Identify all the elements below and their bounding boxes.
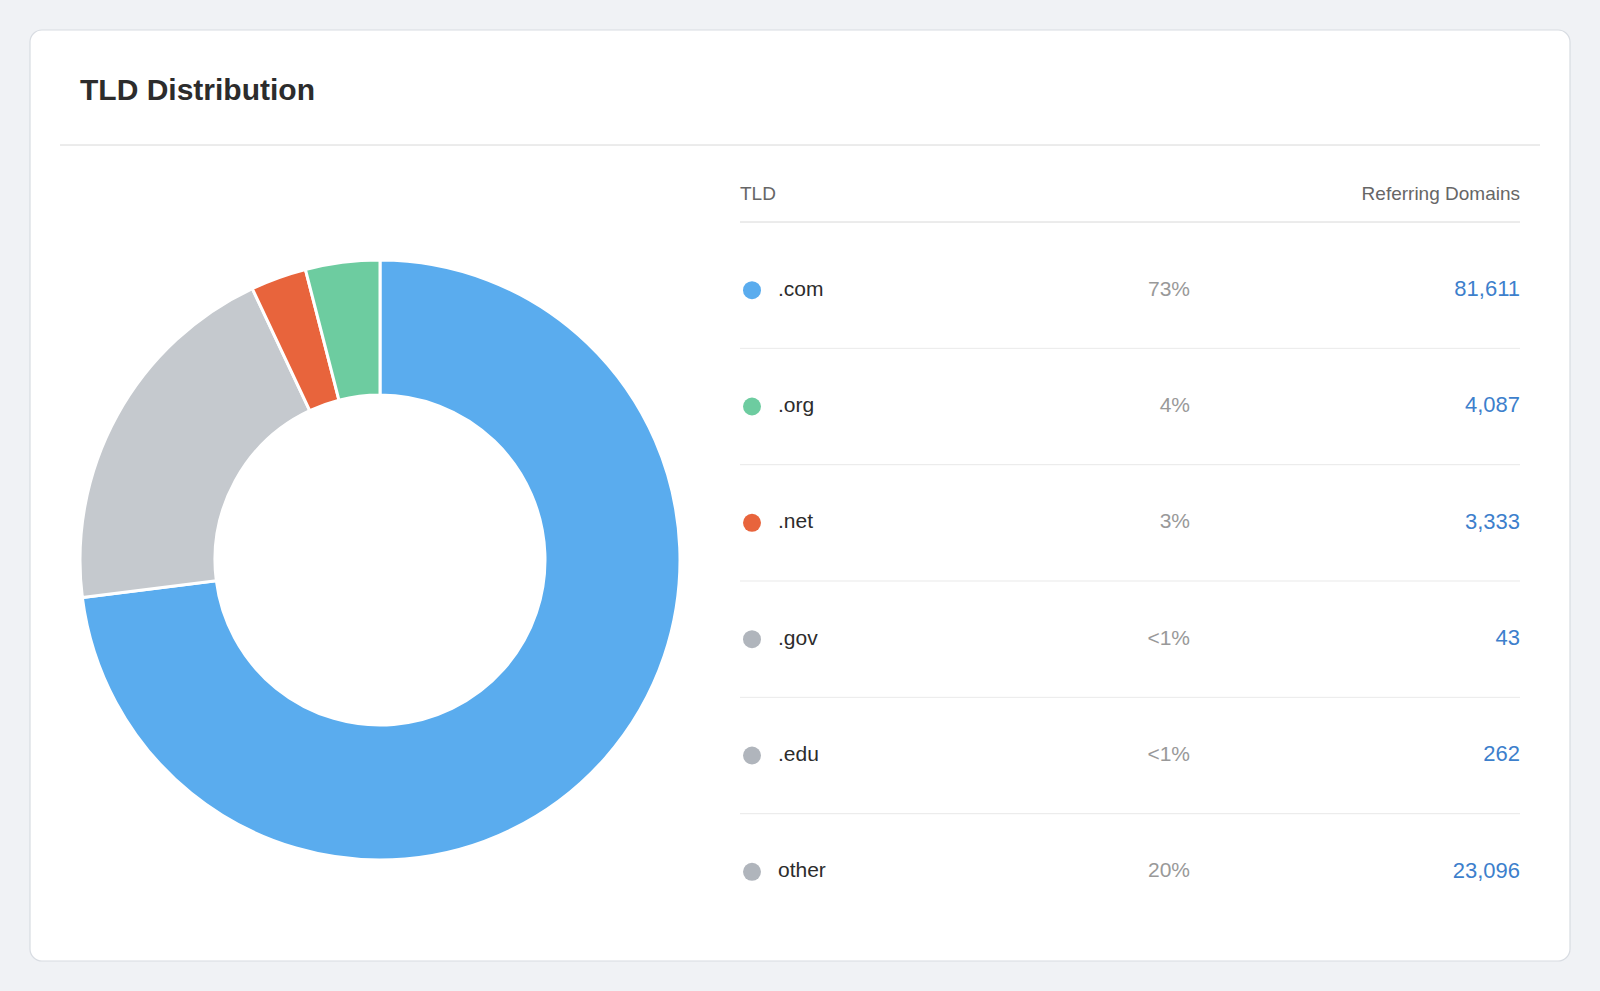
row-label: other — [778, 858, 826, 881]
row-dot — [743, 281, 761, 299]
column-header: TLD — [740, 183, 776, 204]
row-label: .com — [778, 277, 824, 300]
row-divider — [740, 813, 1520, 814]
row-dot — [743, 514, 761, 532]
donut-slice — [305, 260, 380, 400]
row-label: .net — [778, 509, 813, 532]
row-value: 262 — [1483, 741, 1520, 766]
column-header: Referring Domains — [1362, 183, 1520, 204]
row-value: 43 — [1496, 625, 1520, 650]
row-value: 3,333 — [1465, 509, 1520, 534]
row-divider — [740, 697, 1520, 698]
card — [30, 30, 1570, 961]
row-share: 20% — [1148, 858, 1190, 881]
row-divider — [740, 348, 1520, 349]
row-dot — [743, 630, 761, 648]
row-share: <1% — [1147, 626, 1190, 649]
row-value: 4,087 — [1465, 392, 1520, 417]
title: TLD Distribution — [80, 73, 315, 106]
row-value: 81,611 — [1454, 276, 1520, 301]
row-share: 4% — [1160, 393, 1190, 416]
donut — [80, 260, 680, 860]
row-share: 73% — [1148, 277, 1190, 300]
row-dot — [743, 863, 761, 881]
row-share: 3% — [1160, 509, 1190, 532]
row-dot — [743, 398, 761, 416]
row-dot — [743, 747, 761, 765]
row-label: .edu — [778, 742, 819, 765]
header-divider — [740, 222, 1520, 223]
row-divider — [740, 464, 1520, 465]
row-label: .org — [778, 393, 814, 416]
title-divider — [60, 145, 1540, 146]
row-divider — [740, 581, 1520, 582]
row-share: <1% — [1147, 742, 1190, 765]
row-label: .gov — [778, 626, 818, 649]
chart: TLD Distribution TLD Referring Domains .com… — [0, 0, 1600, 991]
row-value: 23,096 — [1453, 858, 1520, 883]
